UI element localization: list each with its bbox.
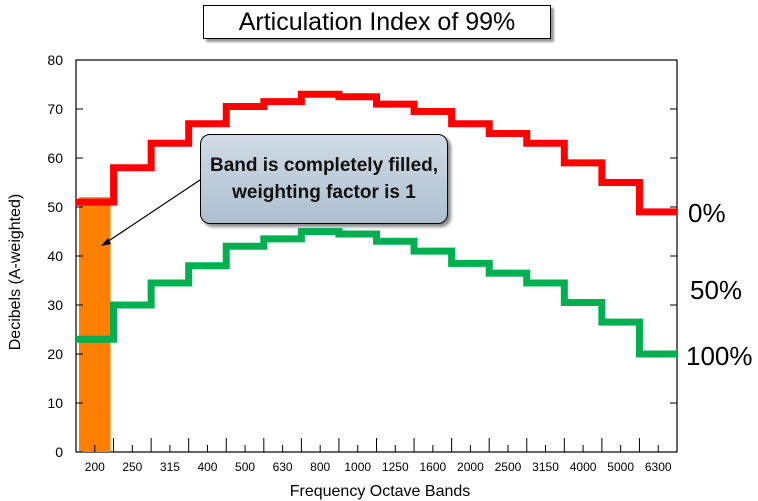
x-tick-label-2500: 2500 — [495, 460, 522, 474]
y-axis-label: Decibels (A-weighted) — [7, 194, 24, 351]
x-tick-label-630: 630 — [273, 460, 293, 474]
right-label-50pct: 50% — [690, 275, 743, 305]
right-label-100pct: 100% — [686, 341, 753, 371]
x-tick-label-5000: 5000 — [607, 460, 634, 474]
x-tick-label-200: 200 — [85, 460, 105, 474]
y-tick-label-70: 70 — [47, 101, 63, 117]
x-tick-label-500: 500 — [235, 460, 255, 474]
series-line-1 — [76, 228, 677, 358]
x-tick-label-250: 250 — [122, 460, 142, 474]
x-tick-label-2000: 2000 — [457, 460, 484, 474]
plot-area — [75, 59, 678, 453]
y-tick-label-40: 40 — [47, 248, 63, 264]
y-tick-label-60: 60 — [47, 150, 63, 166]
callout-arrowhead — [101, 238, 111, 246]
callout-box: Band is completely filled, weighting fac… — [200, 134, 448, 224]
x-tick-label-315: 315 — [160, 460, 180, 474]
y-tick-label-0: 0 — [55, 444, 63, 460]
y-tick-label-20: 20 — [47, 346, 63, 362]
x-tick-label-1250: 1250 — [382, 460, 409, 474]
right-label-0pct: 0% — [688, 198, 726, 228]
series-line-0 — [76, 90, 677, 216]
y-tick-label-50: 50 — [47, 199, 63, 215]
x-axis-label: Frequency Octave Bands — [290, 483, 471, 500]
highlight-band-200 — [79, 197, 111, 452]
x-tick-label-6300: 6300 — [645, 460, 672, 474]
y-tick-label-80: 80 — [47, 52, 63, 68]
x-tick-label-1600: 1600 — [419, 460, 446, 474]
callout-arrow — [103, 179, 201, 245]
x-tick-label-1000: 1000 — [344, 460, 371, 474]
y-tick-label-30: 30 — [47, 297, 63, 313]
x-tick-label-4000: 4000 — [570, 460, 597, 474]
x-tick-label-400: 400 — [197, 460, 217, 474]
x-tick-label-3150: 3150 — [532, 460, 559, 474]
chart-title: Articulation Index of 99% — [203, 5, 551, 39]
y-tick-label-10: 10 — [47, 395, 63, 411]
x-tick-label-800: 800 — [310, 460, 330, 474]
